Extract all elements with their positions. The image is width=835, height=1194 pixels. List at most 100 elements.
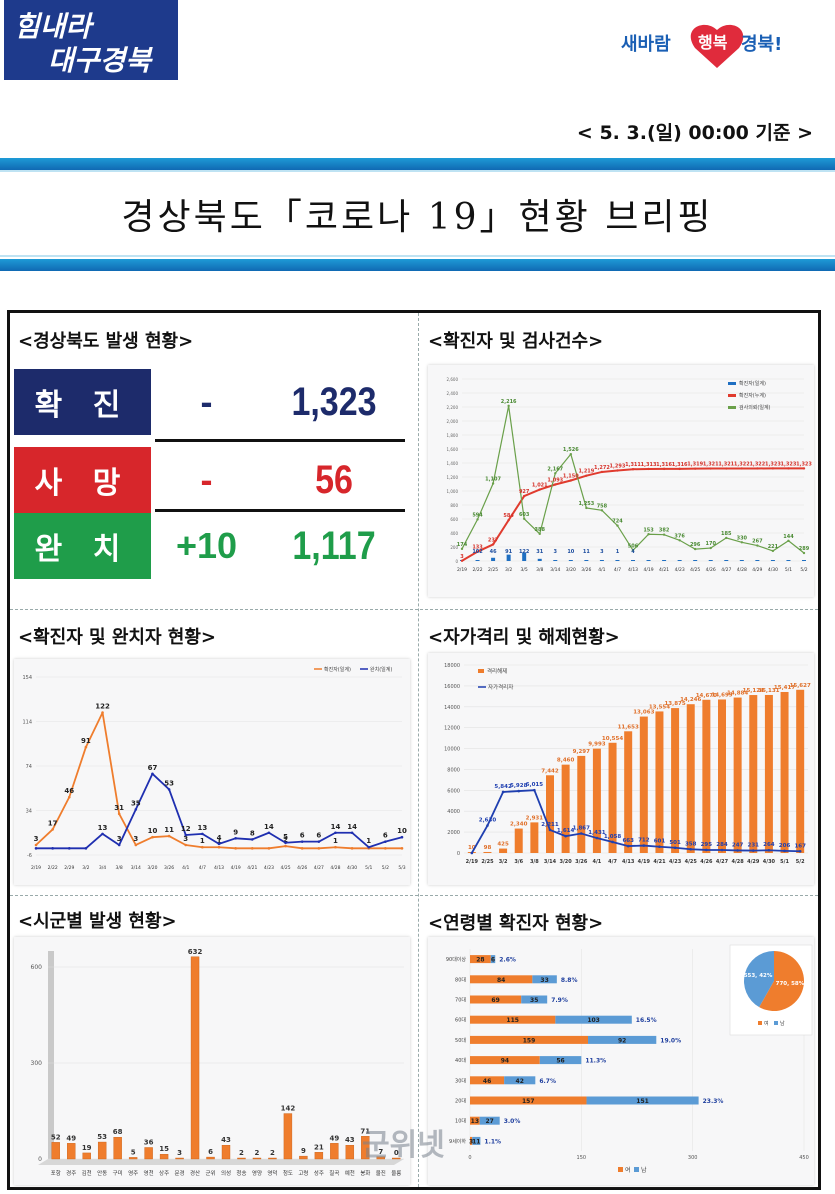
status-row-confirmed: 확 진 - 1,323 — [14, 369, 404, 435]
bar-daily-confirmed — [584, 560, 589, 561]
series-point — [678, 539, 681, 542]
series-point — [705, 848, 708, 852]
bar-city — [97, 1141, 107, 1160]
bar-daily-confirmed — [475, 560, 480, 561]
data-label: 43 — [345, 1136, 355, 1144]
bar-male — [588, 1035, 657, 1044]
y-tick-label: 600 — [450, 517, 458, 522]
data-label-tests: 506 — [628, 543, 639, 549]
x-tick-label: 450 — [799, 1155, 809, 1161]
series-point — [538, 532, 541, 536]
series-point — [234, 847, 237, 850]
series-point — [725, 467, 728, 470]
y-tick-label: 1,800 — [447, 433, 459, 438]
bar-city — [67, 1143, 76, 1160]
bar-released — [608, 742, 617, 853]
data-label-released: 13,875 — [664, 701, 685, 707]
bar-released — [499, 848, 508, 853]
data-label-released: 15,124 — [743, 688, 764, 694]
slogan-right-part1: 새바람 — [621, 34, 671, 55]
data-label-daily: 102 — [472, 549, 483, 555]
series-point — [101, 832, 104, 836]
data-label-tests: 153 — [643, 527, 654, 533]
data-label: 19 — [82, 1144, 92, 1152]
x-tick-label: 4/23 — [669, 859, 682, 865]
data-label: 7 — [378, 1148, 383, 1156]
series-point — [400, 835, 404, 839]
bar-city — [268, 1157, 277, 1160]
data-label: 68 — [113, 1128, 123, 1136]
series-point — [167, 788, 171, 791]
data-label-tests: 330 — [737, 535, 748, 541]
bar-city — [283, 1113, 293, 1160]
y-tick-label: 70대 — [455, 997, 466, 1004]
series-point — [284, 841, 287, 845]
data-label-tests: 174 — [457, 542, 468, 548]
series-line-tests — [461, 405, 805, 554]
data-label-tests: 2,167 — [547, 466, 563, 472]
series-point — [267, 847, 271, 850]
data-label-percent: 3.0% — [504, 1118, 521, 1125]
data-label-tests: 594 — [472, 512, 483, 518]
data-label-released: 9,297 — [573, 749, 591, 755]
data-label-cumulative: 1,293 — [610, 463, 626, 469]
legend-label: 자가격리자 — [488, 683, 513, 691]
series-point — [460, 559, 464, 562]
series-point — [554, 472, 557, 475]
series-point — [740, 541, 744, 544]
y-tick-label: 300 — [31, 1060, 43, 1067]
x-tick-label: 3/2 — [499, 859, 508, 865]
series-point — [476, 550, 479, 553]
bar-released — [639, 716, 648, 853]
data-label: 53 — [164, 779, 174, 787]
x-tick-label: 4/28 — [732, 859, 745, 865]
data-label: 10 — [148, 827, 158, 835]
data-label-released: 13,554 — [649, 704, 670, 710]
x-tick-label: 3/8 — [530, 859, 539, 865]
x-tick-label: 3/26 — [164, 865, 174, 871]
data-label: 12 — [181, 825, 191, 833]
series-point — [642, 844, 646, 847]
data-label-cumulative: 237 — [488, 537, 499, 543]
data-label-tests: 289 — [799, 546, 810, 552]
x-tick-label: 4/28 — [330, 865, 340, 871]
data-label-female: 159 — [523, 1037, 536, 1044]
x-tick-label: 영천 — [144, 1169, 154, 1177]
x-tick-label: 4/30 — [763, 859, 776, 865]
series-point — [616, 469, 619, 472]
series-point — [662, 467, 666, 471]
bar-female — [470, 1056, 540, 1065]
y-tick-label: 2,000 — [447, 419, 459, 424]
data-label: 14 — [347, 823, 357, 831]
data-label-tests: 382 — [659, 528, 670, 534]
x-tick-label: 4/1 — [598, 567, 605, 573]
data-label-daily: 31 — [536, 549, 543, 555]
series-point — [548, 828, 552, 832]
x-tick-label: 3/4 — [99, 865, 106, 871]
status-total: 1,323 — [291, 379, 377, 424]
bar-released — [546, 775, 554, 853]
series-point — [151, 835, 154, 839]
quarantine-panel-title: <자가격리 및 해제현황> — [428, 627, 620, 648]
legend-label: 확진자(일계) — [324, 666, 351, 673]
series-point — [460, 547, 464, 551]
series-point — [217, 842, 221, 846]
header-band-bottom — [0, 255, 835, 271]
x-tick-label: 3/2 — [505, 567, 512, 573]
data-label-daily: 46 — [490, 549, 497, 555]
x-tick-label: 2/19 — [466, 859, 479, 865]
data-label-tests: 724 — [612, 519, 623, 525]
data-label-released: 15,627 — [790, 683, 811, 689]
series-point — [317, 847, 321, 850]
bar-female — [470, 995, 522, 1004]
data-label: 49 — [66, 1134, 76, 1142]
bar-released — [780, 691, 789, 853]
series-point — [217, 845, 221, 849]
bar-male — [532, 975, 557, 984]
bar-daily-confirmed — [708, 560, 713, 561]
data-label-percent: 7.9% — [551, 997, 568, 1004]
data-label: 71 — [360, 1127, 370, 1135]
data-label-cumulative: 1,321 — [718, 462, 734, 468]
x-tick-label: 4/19 — [643, 567, 653, 573]
x-tick-label: 5/1 — [780, 859, 789, 865]
